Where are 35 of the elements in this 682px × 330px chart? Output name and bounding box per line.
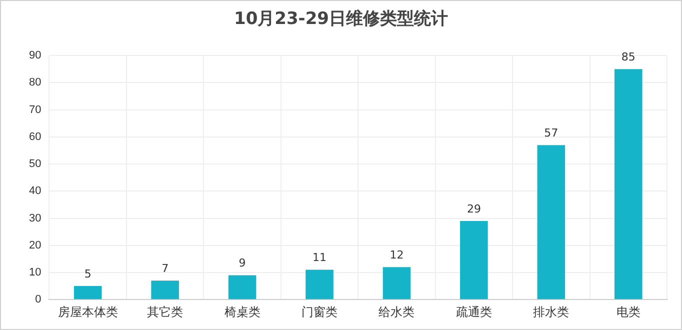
- x-tick-label: 椅桌类: [224, 305, 260, 320]
- y-tick-label: 40: [28, 185, 42, 198]
- y-tick-label: 60: [28, 130, 42, 143]
- x-tick-label: 其它类: [147, 305, 184, 320]
- data-label: 29: [466, 202, 481, 216]
- data-label: 12: [390, 248, 404, 262]
- y-tick-label: 70: [28, 104, 42, 116]
- y-tick-label: 80: [28, 76, 42, 89]
- data-label: 5: [84, 267, 92, 280]
- chart-title: 10月23-29日维修类型统计: [232, 8, 450, 30]
- y-tick-label: 90: [28, 50, 42, 62]
- bar: [228, 275, 256, 300]
- x-tick-label: 疏通类: [456, 305, 492, 320]
- bar: [151, 280, 179, 300]
- y-tick-label: 30: [28, 212, 42, 224]
- x-tick-label: 房屋本体类: [58, 305, 118, 320]
- bar: [614, 69, 642, 300]
- x-tick-label: 门窗类: [302, 305, 338, 320]
- y-tick-label: 0: [35, 294, 42, 306]
- x-tick-label: 给水类: [378, 305, 415, 320]
- data-label: 85: [621, 50, 636, 64]
- x-tick-label: 电类: [616, 305, 640, 320]
- bar: [460, 220, 488, 300]
- bar: [306, 270, 334, 300]
- bar: [537, 145, 566, 300]
- y-tick-label: 20: [28, 239, 42, 252]
- x-tick-label: 排水类: [533, 305, 570, 320]
- bar: [382, 267, 411, 300]
- data-label: 9: [238, 256, 246, 270]
- data-label: 11: [312, 251, 327, 264]
- y-tick-label: 10: [28, 266, 42, 279]
- y-tick-label: 50: [28, 158, 42, 170]
- data-label: 7: [162, 262, 169, 275]
- data-label: 57: [544, 126, 558, 140]
- bar: [74, 286, 102, 300]
